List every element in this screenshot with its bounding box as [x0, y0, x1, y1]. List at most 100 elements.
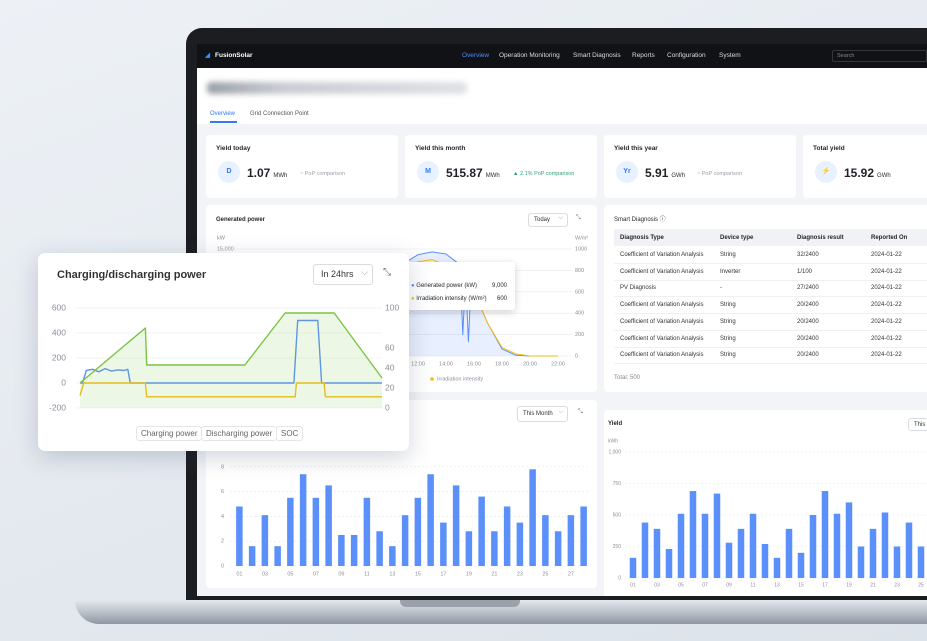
bar	[248, 546, 256, 566]
bar	[580, 506, 587, 566]
tab[interactable]: Overview	[210, 111, 236, 117]
kpi-card: Total yield ⚡ 15.92 GWh	[803, 135, 927, 198]
table-cell: String	[720, 352, 736, 359]
table-cell: 2024-01-22	[871, 285, 902, 292]
screen: ◢ FusionSolar Overview Operation Monitor…	[197, 44, 927, 596]
table-cell: 20/2400	[797, 352, 819, 359]
bar	[350, 535, 358, 566]
bar	[881, 512, 889, 578]
diagnosis-title: Smart Diagnosis	[614, 217, 659, 223]
tab[interactable]: Grid Connection Point	[250, 111, 309, 117]
x-tick-label: 05	[678, 582, 684, 588]
search-placeholder: Search	[837, 53, 855, 59]
table-cell: -	[720, 285, 722, 292]
table-header: Diagnosis Type	[620, 235, 664, 241]
table-cell: Coefficient of Variation Analysis	[620, 318, 704, 325]
axis-unit: kWh	[608, 438, 618, 444]
x-tick-label: 11	[364, 571, 370, 577]
y-tick-label: 600	[52, 302, 66, 312]
x-tick-label: 07	[702, 582, 708, 588]
y-tick-label: 0	[618, 575, 621, 581]
x-tick-label: 25	[542, 571, 548, 577]
bar	[338, 535, 345, 566]
table-cell: 20/2400	[797, 335, 819, 342]
x-tick-label: 01	[236, 571, 242, 577]
nav-item[interactable]: System	[719, 52, 741, 59]
nav-item[interactable]: Configuration	[667, 52, 706, 59]
bar	[845, 502, 853, 578]
dropdown[interactable]: This Month	[517, 405, 568, 422]
nav-bar: ◢ FusionSolar Overview Operation Monitor…	[197, 44, 927, 68]
tooltip-row: ● Generated power (kW)	[411, 283, 477, 289]
nav-item[interactable]: Operation Monitoring	[499, 52, 560, 59]
y-tick-label: 100	[385, 302, 399, 312]
bar	[529, 469, 536, 566]
bar	[452, 485, 460, 566]
legend-label: Irradiation intensity	[437, 376, 483, 382]
bar	[363, 497, 371, 566]
card-title: Generated power	[216, 217, 266, 223]
bar	[287, 497, 294, 566]
bar	[376, 531, 383, 566]
axis-unit: kW	[217, 235, 226, 241]
nav-item[interactable]: Reports	[632, 52, 655, 59]
bar	[917, 546, 925, 578]
y-tick-label: 1000	[575, 246, 587, 252]
table-cell: 2024-01-22	[871, 302, 902, 309]
y-tick-label: 15,000	[217, 246, 234, 252]
kpi-card: Yield today D 1.07 MWh ~ PoP comparison	[206, 135, 398, 198]
expand-icon[interactable]: ⤡	[576, 215, 581, 221]
bar	[809, 515, 817, 578]
y-tick-label: 0	[575, 353, 578, 359]
bar	[629, 557, 637, 578]
table-cell: 2024-01-22	[871, 352, 902, 359]
kpi-icon: ⚡	[815, 161, 837, 183]
y-tick-label: 400	[575, 311, 584, 317]
x-tick-label: 14:00	[439, 361, 453, 367]
brand: FusionSolar	[215, 52, 253, 59]
kpi-card: Yield this year Yr 5.91 GWh ~ PoP compari…	[604, 135, 796, 198]
dropdown[interactable]: This	[908, 418, 927, 431]
kpi-unit: MWh	[273, 173, 288, 179]
table-cell: String	[720, 335, 736, 342]
tooltip-label: Generated power (kW)	[416, 283, 477, 289]
bar	[773, 557, 781, 578]
kpi-icon: Yr	[616, 161, 638, 183]
kpi-comparison: ~ PoP comparison	[300, 171, 346, 177]
x-tick-label: 20:00	[523, 361, 537, 367]
series-line	[79, 312, 383, 384]
kpi-value: 1.07 MWh	[247, 166, 287, 180]
expand-icon[interactable]: ⤡	[578, 409, 583, 415]
table-cell: 2024-01-22	[871, 268, 902, 275]
nav-item[interactable]: Smart Diagnosis	[573, 52, 621, 59]
bar	[737, 528, 745, 578]
kpi-comparison: ~ PoP comparison	[697, 171, 743, 177]
legend-swatch	[430, 377, 434, 381]
x-tick-label: 03	[654, 582, 660, 588]
bar	[427, 474, 434, 566]
y-tick-label: 6	[221, 489, 224, 495]
table-cell: 20/2400	[797, 318, 819, 325]
card-title: Yield	[608, 421, 623, 427]
bar	[325, 485, 332, 566]
kpi-number: 15.92	[844, 166, 875, 180]
kpi-number: 5.91	[645, 166, 669, 180]
bar	[905, 522, 913, 578]
bar	[414, 497, 422, 566]
tooltip-label: Irradiation intensity (W/m²)	[416, 296, 487, 302]
table-total: Total: 500	[614, 375, 641, 381]
tooltip: ● Generated power (kW) 9,000 ● Irradiati…	[405, 262, 515, 310]
legend-item[interactable]: SOC	[276, 426, 304, 441]
bar	[797, 552, 805, 578]
dropdown[interactable]: In 24hrs	[313, 263, 373, 285]
tab-underline	[210, 121, 237, 123]
x-tick-label: 13	[389, 571, 395, 577]
expand-icon[interactable]: ⤡	[383, 267, 391, 278]
x-tick-label: 15	[798, 582, 804, 588]
dropdown[interactable]: Today	[528, 212, 568, 227]
diagnosis-card: Smart Diagnosis ⓘ Diagnosis Type Device t…	[604, 205, 927, 392]
bar	[833, 513, 841, 578]
bar	[785, 528, 793, 578]
x-tick-label: 18:00	[495, 361, 509, 367]
nav-item[interactable]: Overview	[462, 52, 490, 59]
